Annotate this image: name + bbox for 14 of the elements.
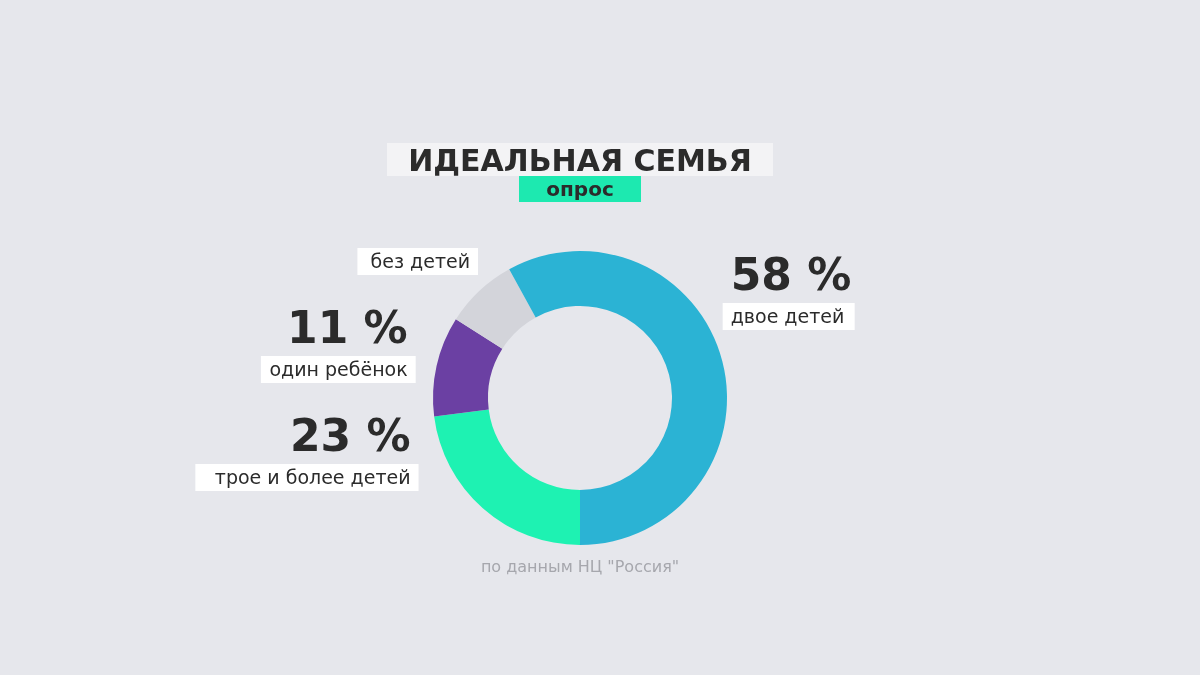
donut-slice <box>434 409 580 545</box>
chart-subtitle: опрос <box>546 177 614 201</box>
data-label: 23 % <box>289 410 411 461</box>
slice-label: без детей <box>370 250 470 272</box>
slice-label: двое детей <box>730 305 845 327</box>
data-label: 11 % <box>287 302 408 353</box>
slice-label: один ребёнок <box>269 358 408 380</box>
slice-label: трое и более детей <box>214 466 411 488</box>
donut-slice <box>455 269 536 349</box>
donut-slice <box>509 251 727 545</box>
chart-title: ИДЕАЛЬНАЯ СЕМЬЯ <box>408 143 752 178</box>
data-label: 58 % <box>730 249 852 300</box>
text: по данным НЦ "Россия" <box>480 557 680 576</box>
donut-slice <box>433 319 503 417</box>
